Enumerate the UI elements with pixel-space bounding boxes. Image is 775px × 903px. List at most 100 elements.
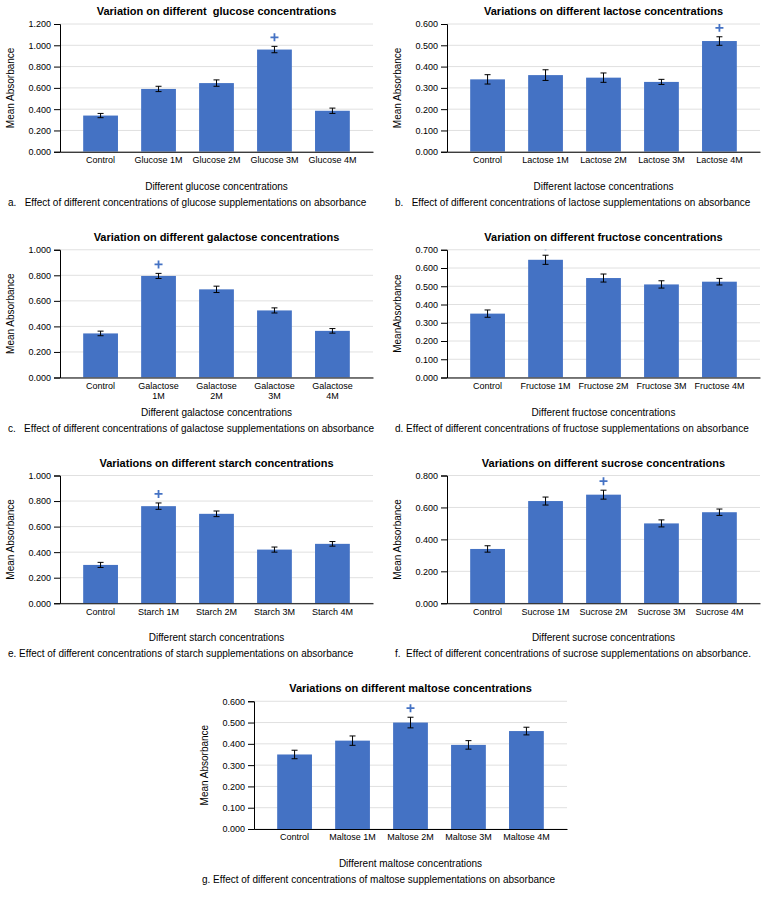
y-axis-title: Mean Absorbance (392, 499, 403, 580)
y-tick-label: 0.400 (28, 105, 51, 115)
x-tick: Fructose 4M (694, 381, 744, 391)
marks (83, 33, 350, 151)
y-tick: 0.200 (28, 347, 60, 357)
x-tick-label: Glucose 3M (250, 155, 298, 165)
y-tick-label: 0.000 (415, 599, 438, 609)
x-tick-label: Starch 4M (312, 607, 353, 617)
marks (470, 477, 737, 603)
error-bar (214, 80, 220, 86)
tick-mark (441, 378, 447, 379)
x-tick-label: Glucose 2M (192, 155, 240, 165)
tick-mark (441, 571, 447, 572)
x-tick: Fructose 2M (578, 381, 628, 391)
x-tick: Galactose3M (254, 381, 295, 401)
y-tick: 0.200 (415, 336, 447, 346)
y-tick-label: 0.400 (415, 62, 438, 72)
caption: d. Effect of different concentrations of… (395, 423, 749, 434)
y-tick: 0.600 (28, 296, 60, 306)
x-tick: Control (280, 832, 309, 842)
x-tick: Sucrose 2M (579, 607, 627, 617)
x-tick-label: Sucrose 3M (637, 607, 685, 617)
axis-line (448, 152, 761, 153)
x-tick: Glucose 4M (308, 155, 356, 165)
y-tick: 1.000 (28, 245, 60, 255)
error-bar (156, 273, 162, 278)
chart-title: Variation on different galactose concent… (94, 231, 340, 243)
panel: Variation on different glucose concentra… (5, 5, 374, 208)
x-tick: Control (473, 381, 502, 391)
y-tick: 0.200 (222, 782, 254, 792)
tick-mark (248, 765, 254, 766)
y-tick: 0.400 (28, 548, 60, 558)
error-bar (543, 255, 549, 264)
caption: e. Effect of different concentrations of… (8, 648, 354, 659)
y-tick: 0.600 (222, 697, 254, 707)
bar (83, 333, 118, 377)
error-bar (214, 511, 220, 517)
bar (702, 41, 737, 152)
x-axis-title: Different glucose concentrations (145, 181, 288, 192)
tick-mark (248, 723, 254, 724)
marks (470, 250, 737, 378)
y-tick-label: 0.000 (28, 147, 51, 157)
tick-mark (54, 378, 60, 379)
x-tick: Starch 1M (138, 607, 179, 617)
tick-mark (441, 24, 447, 25)
x-tick-label: Fructose 4M (694, 381, 744, 391)
error-bar (271, 308, 277, 313)
x-tick-label: Lactose 2M (580, 155, 627, 165)
bar (83, 116, 118, 152)
chart-title: Variations on different starch concentra… (99, 457, 333, 469)
tick-mark (441, 286, 447, 287)
axis-line (255, 829, 568, 830)
axis-line (248, 702, 255, 830)
bar (315, 331, 350, 378)
tick-mark (54, 603, 60, 604)
bar (315, 111, 350, 152)
x-tick-label: Sucrose 4M (695, 607, 743, 617)
error-bar (716, 509, 722, 515)
x-tick-label: Sucrose 1M (522, 607, 570, 617)
error-bar (408, 717, 414, 728)
y-tick: 0.000 (28, 147, 60, 157)
y-tick: 0.000 (415, 599, 447, 609)
y-tick-label: 0.800 (28, 62, 51, 72)
bar (141, 89, 176, 152)
grid-line (60, 66, 373, 67)
tick-mark (54, 527, 60, 528)
x-axis-title: Different galactose concentrations (141, 407, 292, 418)
tick-mark (441, 305, 447, 306)
x-tick-label: Galactose4M (312, 381, 353, 401)
error-bar (601, 274, 607, 282)
x-tick: Starch 2M (196, 607, 237, 617)
tick-mark (441, 341, 447, 342)
y-tick: 0.100 (415, 126, 447, 136)
tick-mark (441, 88, 447, 89)
plot-area: 0.0000.2000.4000.6000.8001.000ControlGal… (5, 245, 374, 417)
y-axis: 0.0000.2000.4000.6000.800 (415, 471, 447, 609)
x-axis-title: Different maltose concentrations (339, 858, 482, 869)
error-bar (485, 75, 491, 84)
grid (60, 24, 373, 152)
y-tick-label: 0.100 (222, 803, 245, 813)
y-tick-label: 0.600 (415, 503, 438, 513)
plot-area: 0.0000.1000.2000.3000.4000.5000.600Contr… (199, 697, 568, 869)
x-tick-label: Glucose 1M (135, 155, 183, 165)
tick-mark (248, 701, 254, 702)
tick-mark (441, 130, 447, 131)
tick-mark (441, 359, 447, 360)
tick-mark (441, 539, 447, 540)
y-tick: 0.200 (28, 573, 60, 583)
y-tick-label: 0.300 (415, 83, 438, 93)
tick-mark (54, 109, 60, 110)
y-tick-label: 0.200 (28, 347, 51, 357)
y-tick: 0.300 (222, 761, 254, 771)
tick-mark (54, 67, 60, 68)
x-tick: Control (473, 155, 502, 165)
significance-marker (155, 260, 163, 268)
x-tick: Maltose 2M (387, 832, 434, 842)
bar (586, 278, 621, 377)
x-tick: Glucose 1M (135, 155, 183, 165)
bar (315, 544, 350, 603)
error-bar (658, 520, 664, 527)
